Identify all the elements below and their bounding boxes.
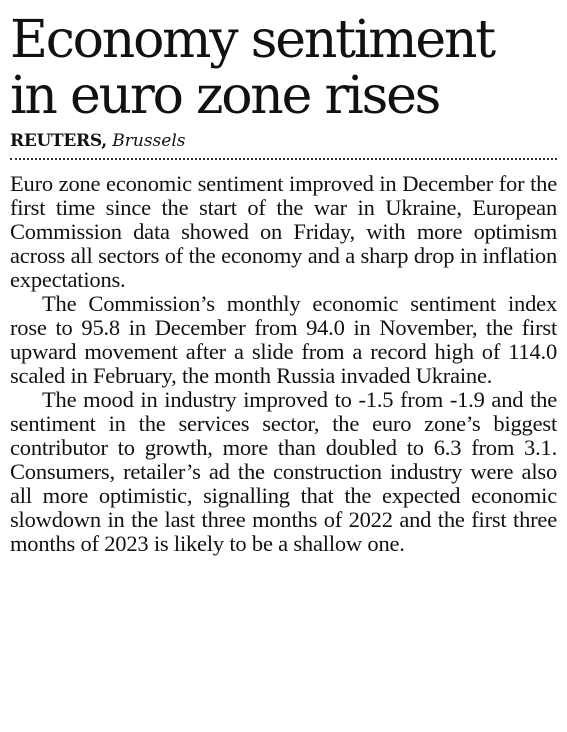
headline: Economy sentiment in euro zone rises bbox=[10, 12, 557, 124]
news-article: Economy sentiment in euro zone rises REU… bbox=[10, 12, 557, 556]
byline: REUTERS, Brussels bbox=[10, 130, 557, 152]
article-body: Euro zone economic sentiment improved in… bbox=[10, 172, 557, 556]
dotted-divider bbox=[10, 158, 557, 160]
paragraph-3: The mood in industry improved to -1.5 fr… bbox=[10, 387, 557, 556]
byline-place: Brussels bbox=[112, 131, 186, 151]
paragraph-1: Euro zone economic sentiment improved in… bbox=[10, 171, 557, 292]
headline-line-2: in euro zone rises bbox=[10, 66, 441, 126]
byline-agency: REUTERS, bbox=[10, 131, 107, 151]
paragraph-2: The Commission’s monthly economic sentim… bbox=[10, 291, 557, 388]
headline-line-1: Economy sentiment bbox=[10, 10, 496, 70]
